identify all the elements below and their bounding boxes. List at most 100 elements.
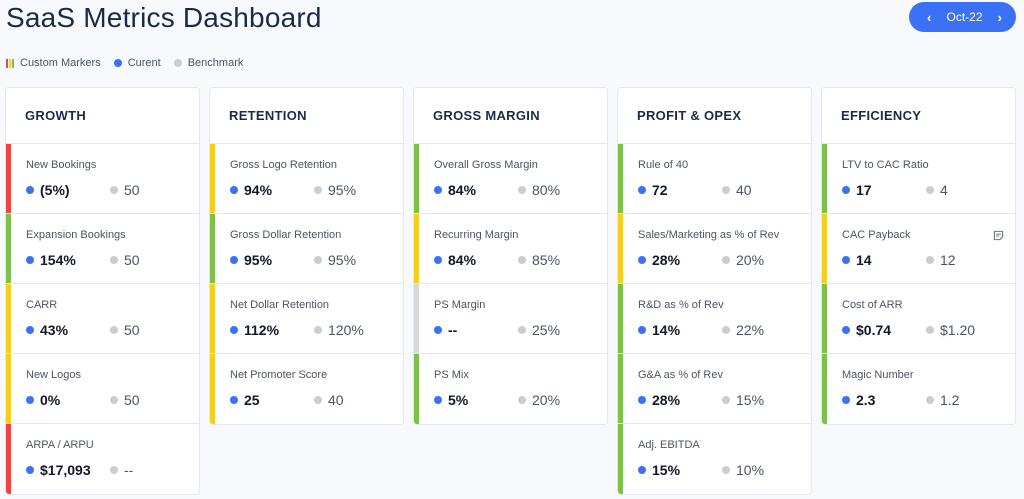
metric-card[interactable]: Overall Gross Margin 84% 80% [414, 144, 607, 214]
metric-card[interactable]: Sales/Marketing as % of Rev 28% 20% [618, 214, 811, 284]
legend-benchmark-label: Benchmark [187, 57, 244, 69]
status-marker [210, 214, 215, 283]
metric-values: 25 40 [230, 392, 390, 408]
metric-values: 0% 50 [26, 392, 186, 408]
current-dot-icon [842, 256, 850, 264]
current-value: 25 [230, 392, 314, 408]
current-dot-icon [842, 396, 850, 404]
benchmark-value: 20% [518, 392, 560, 408]
benchmark-dot-icon [314, 186, 322, 194]
benchmark-dot-icon [110, 466, 118, 474]
legend-custom-markers: Custom Markers [6, 57, 101, 69]
metric-card[interactable]: New Logos 0% 50 [6, 354, 199, 424]
period-selector[interactable]: ‹ Oct-22 › [909, 2, 1016, 32]
current-value: 94% [230, 182, 314, 198]
status-marker [414, 144, 419, 213]
benchmark-value-text: $1.20 [940, 322, 976, 338]
metric-label: Gross Logo Retention [230, 159, 338, 171]
metric-card[interactable]: G&A as % of Rev 28% 15% [618, 354, 811, 424]
current-dot-icon [638, 186, 646, 194]
chevron-left-icon[interactable]: ‹ [927, 9, 932, 25]
benchmark-value-text: -- [124, 462, 134, 478]
metric-card[interactable]: PS Margin -- 25% [414, 284, 607, 354]
metric-card[interactable]: Recurring Margin 84% 85% [414, 214, 607, 284]
benchmark-value: 95% [314, 182, 356, 198]
benchmark-dot-icon [314, 256, 322, 264]
benchmark-dot-icon [518, 186, 526, 194]
metric-card[interactable]: Gross Logo Retention 94% 95% [210, 144, 403, 214]
current-dot-icon [434, 396, 442, 404]
metric-label: Net Promoter Score [230, 369, 328, 381]
current-value: 5% [434, 392, 518, 408]
current-dot-icon [230, 186, 238, 194]
metric-values: 2.3 1.2 [842, 392, 1002, 408]
benchmark-value: 50 [110, 392, 140, 408]
current-dot-icon [638, 396, 646, 404]
benchmark-value: 25% [518, 322, 560, 338]
current-dot-icon [842, 326, 850, 334]
status-marker [6, 354, 11, 423]
current-value: 14 [842, 252, 926, 268]
benchmark-value: 80% [518, 182, 560, 198]
current-value-text: 84% [448, 182, 477, 198]
metric-card[interactable]: Magic Number 2.3 1.2 [822, 354, 1015, 424]
current-value: 43% [26, 322, 110, 338]
metric-card[interactable]: PS Mix 5% 20% [414, 354, 607, 424]
benchmark-value: 50 [110, 252, 140, 268]
metric-card[interactable]: Net Dollar Retention 112% 120% [210, 284, 403, 354]
current-value: 28% [638, 252, 722, 268]
metric-card[interactable]: Rule of 40 72 40 [618, 144, 811, 214]
current-value-text: -- [448, 322, 458, 338]
metric-card[interactable]: Gross Dollar Retention 95% 95% [210, 214, 403, 284]
benchmark-value: 15% [722, 392, 764, 408]
benchmark-value-text: 40 [736, 182, 752, 198]
current-dot-icon [230, 326, 238, 334]
metric-card[interactable]: R&D as % of Rev 14% 22% [618, 284, 811, 354]
benchmark-value-text: 95% [328, 252, 357, 268]
current-value: 17 [842, 182, 926, 198]
metric-values: 95% 95% [230, 252, 390, 268]
benchmark-value: 22% [722, 322, 764, 338]
status-marker [822, 284, 827, 353]
metric-label: CAC Payback [842, 229, 911, 241]
current-dot-icon [434, 326, 442, 334]
metric-card[interactable]: Net Promoter Score 25 40 [210, 354, 403, 424]
period-label: Oct-22 [946, 10, 983, 24]
current-dot-icon [842, 186, 850, 194]
current-value-text: 2.3 [856, 392, 876, 408]
current-value: 15% [638, 462, 722, 478]
chevron-right-icon[interactable]: › [997, 9, 1002, 25]
current-dot-icon [434, 186, 442, 194]
current-value-text: 5% [448, 392, 469, 408]
metric-card[interactable]: New Bookings (5%) 50 [6, 144, 199, 214]
metric-label: PS Mix [434, 369, 469, 381]
metric-card[interactable]: Expansion Bookings 154% 50 [6, 214, 199, 284]
status-marker [618, 214, 623, 283]
benchmark-value: 40 [722, 182, 752, 198]
metric-values: 43% 50 [26, 322, 186, 338]
status-marker [210, 284, 215, 353]
metric-label: Sales/Marketing as % of Rev [638, 229, 780, 241]
metric-card[interactable]: LTV to CAC Ratio 17 4 [822, 144, 1015, 214]
metric-label: Rule of 40 [638, 159, 689, 171]
metric-card[interactable]: ARPA / ARPU $17,093 -- [6, 424, 199, 494]
metric-column-gross-margin: GROSS MARGIN Overall Gross Margin 84% 80% Re… [413, 87, 608, 425]
current-value-text: 28% [652, 252, 681, 268]
current-dot-icon [26, 186, 34, 194]
note-icon[interactable] [993, 230, 1004, 241]
metric-values: (5%) 50 [26, 182, 186, 198]
metric-card[interactable]: CARR 43% 50 [6, 284, 199, 354]
benchmark-value-text: 120% [328, 322, 364, 338]
benchmark-value-text: 1.2 [940, 392, 960, 408]
metric-values: 94% 95% [230, 182, 390, 198]
current-value: 84% [434, 252, 518, 268]
metric-card[interactable]: CAC Payback 14 12 [822, 214, 1015, 284]
metric-card[interactable]: Cost of ARR $0.74 $1.20 [822, 284, 1015, 354]
current-value-text: 43% [40, 322, 69, 338]
current-value: 95% [230, 252, 314, 268]
metric-card[interactable]: Adj. EBITDA 15% 10% [618, 424, 811, 494]
status-marker [6, 284, 11, 353]
current-value-text: 95% [244, 252, 273, 268]
metric-values: 154% 50 [26, 252, 186, 268]
current-value-text: 17 [856, 182, 872, 198]
